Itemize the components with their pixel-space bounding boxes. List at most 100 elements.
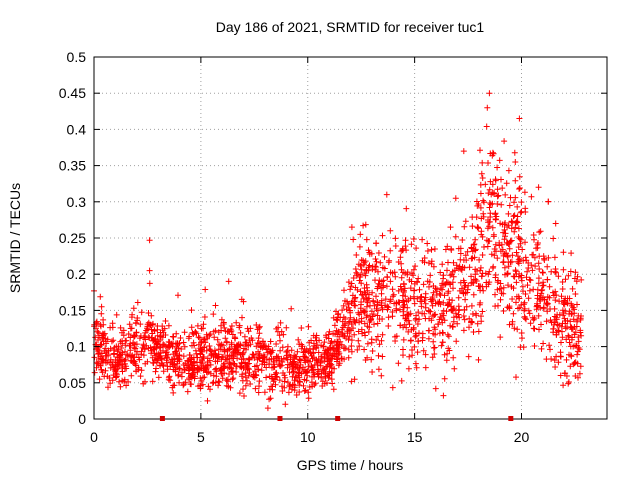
data-point [538,345,545,352]
data-point [449,307,456,314]
data-point [472,266,479,273]
data-point [429,294,436,300]
data-point [267,338,274,345]
data-point [286,369,293,376]
data-point [449,297,456,304]
data-point [570,304,577,311]
data-point [494,201,501,207]
data-point [543,318,550,325]
data-point [155,350,162,357]
x-tick-label: 10 [300,429,316,445]
data-point [358,266,365,273]
data-point [501,264,508,271]
data-point [214,336,221,343]
data-point [259,358,266,365]
data-point [348,280,355,287]
data-point [372,263,379,270]
data-point [160,368,167,375]
data-point [498,201,505,208]
data-point [105,347,112,354]
data-point [325,375,332,381]
data-point [391,300,398,307]
data-point [163,349,170,356]
data-point [242,382,249,389]
data-point [339,307,346,314]
data-point [255,366,262,373]
data-point [439,339,446,346]
data-point [212,302,219,309]
data-point [527,320,534,327]
data-point [535,280,542,287]
data-point [181,329,188,336]
data-point [453,313,460,320]
data-point [238,359,245,366]
data-point [258,343,265,350]
data-point [419,330,426,337]
data-point [321,339,328,346]
data-point [110,364,117,371]
data-point [291,377,298,384]
data-point [286,361,293,368]
data-point [469,223,476,230]
data-point [418,293,425,300]
data-point [397,283,404,290]
data-point [130,340,136,346]
data-point [511,228,518,235]
data-point [395,287,402,294]
data-point [160,329,167,336]
data-point [129,352,136,359]
data-point [512,268,519,275]
data-point [228,328,235,334]
data-point [240,365,247,372]
data-point [460,327,467,334]
data-point [536,326,542,333]
data-point [291,352,298,359]
x-tick-label: 20 [514,429,530,445]
data-point [362,332,369,339]
data-point [172,348,179,355]
data-point [539,282,546,289]
data-point [374,301,381,308]
data-point [379,232,386,239]
data-point [501,138,508,145]
data-point [181,367,188,373]
data-point [518,208,525,215]
data-point [478,273,485,280]
data-point [541,255,547,262]
data-point [389,286,396,293]
axis-marker [508,416,514,421]
data-point [460,313,467,319]
data-point [362,308,369,315]
data-point [256,330,263,337]
data-point [392,243,399,249]
data-point [227,384,234,391]
data-point [268,383,275,390]
data-point [140,341,147,348]
y-tick-label: 0.35 [59,158,86,174]
data-point [554,321,561,328]
data-point [475,225,482,232]
data-point [570,343,577,350]
data-point [345,354,352,361]
data-point [567,268,574,275]
data-point [254,356,261,363]
data-point [494,164,501,171]
data-point [567,323,574,330]
data-point [281,372,288,379]
data-point [558,293,565,300]
data-point [203,368,210,375]
data-point [238,296,245,303]
data-point [561,299,567,306]
data-point [466,324,472,331]
data-point [489,149,496,156]
data-point [306,384,313,390]
data-point [297,379,303,385]
data-point [486,90,493,97]
data-point [224,378,231,385]
data-point [161,325,168,332]
data-point [360,222,367,229]
data-point [551,254,558,261]
data-point [506,304,513,311]
data-point [540,340,547,347]
data-point [360,257,367,264]
